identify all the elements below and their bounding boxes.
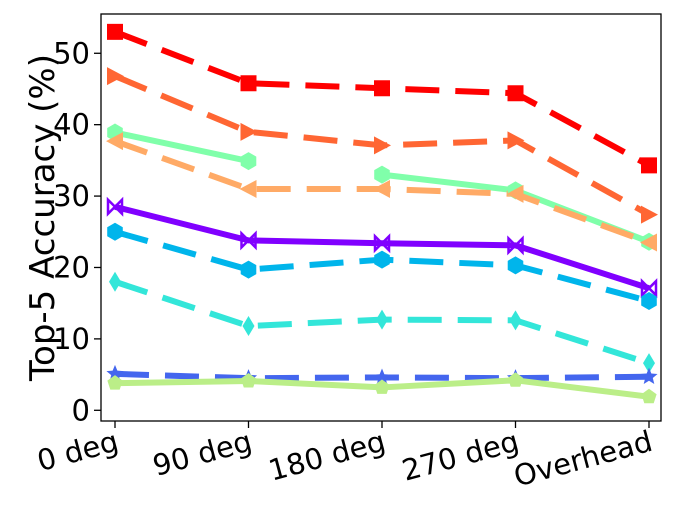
x-tick-label: Overhead	[510, 424, 656, 494]
data-point	[240, 373, 257, 388]
y-axis-title: Top-5 Accuracy (%)	[23, 54, 63, 382]
data-point	[374, 165, 390, 184]
axis-layer: 0 10 20 30 40 50 0 deg 90 deg 180 deg 270 degOver…	[33, 36, 655, 493]
y-tick-label: 50	[53, 36, 90, 70]
y-tick-label: 30	[53, 179, 90, 213]
x-tick-label: 180 deg	[265, 424, 389, 488]
data-point	[376, 309, 388, 330]
data-point	[640, 233, 657, 252]
data-point	[507, 256, 524, 275]
data-point	[641, 157, 657, 174]
data-point	[374, 250, 390, 269]
data-point	[507, 235, 524, 256]
y-tick-label: 10	[53, 322, 90, 356]
data-point	[239, 179, 257, 198]
data-point	[373, 179, 390, 198]
data-point	[373, 233, 391, 254]
data-point	[242, 316, 255, 337]
data-point	[374, 136, 391, 155]
y-tick-label: 0	[72, 393, 90, 427]
data-point	[507, 85, 524, 102]
data-point	[107, 375, 123, 390]
data-point	[643, 353, 655, 374]
data-point	[374, 80, 390, 97]
data-point	[509, 310, 522, 331]
data-point	[106, 132, 123, 151]
y-tick-label: 20	[53, 250, 90, 284]
marker-layer	[106, 23, 658, 404]
data-point	[240, 122, 258, 141]
data-point	[506, 184, 524, 203]
data-point	[640, 278, 658, 299]
data-point	[106, 364, 124, 382]
data-point	[641, 388, 657, 404]
x-tick-label: 0 deg	[33, 424, 121, 478]
data-point	[109, 271, 121, 292]
series-line	[114, 129, 250, 165]
data-point	[641, 205, 658, 224]
data-point	[240, 152, 257, 171]
plot-frame	[100, 13, 662, 422]
y-tick-label: 40	[53, 108, 90, 142]
data-point	[107, 222, 123, 241]
data-point	[373, 368, 391, 385]
data-point	[641, 292, 657, 311]
series-line	[114, 203, 650, 292]
data-point	[240, 75, 257, 92]
data-point	[107, 67, 124, 86]
x-tick-label: 270 deg	[398, 424, 522, 488]
data-point	[507, 372, 524, 387]
data-point	[640, 367, 658, 385]
x-tick-label: 90 deg	[149, 424, 255, 483]
data-point	[106, 196, 124, 217]
data-point	[240, 260, 257, 279]
data-point	[507, 131, 525, 150]
data-point	[374, 379, 390, 394]
data-point	[107, 23, 123, 40]
data-point	[240, 230, 257, 251]
